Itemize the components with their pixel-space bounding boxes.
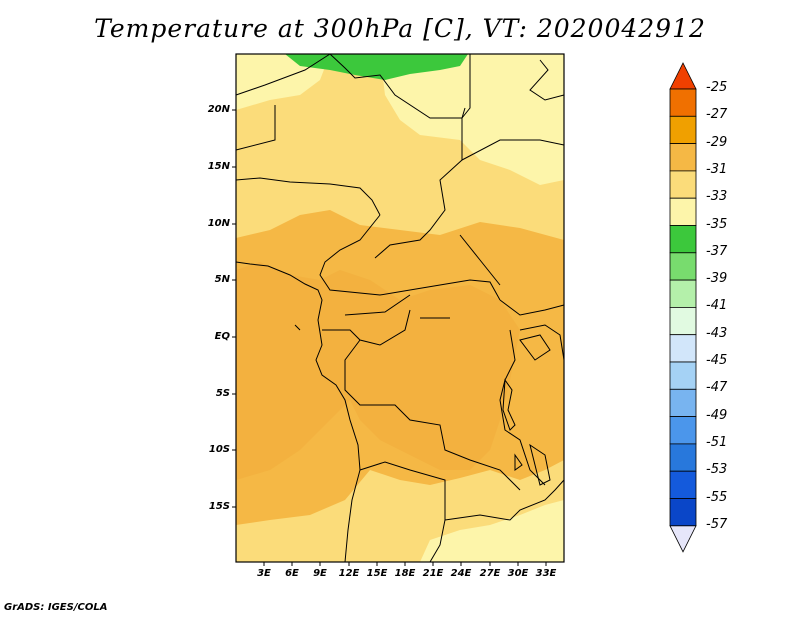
colorbar-label: -27 xyxy=(706,107,728,123)
chart-title: Temperature at 300hPa [C], VT: 202004291… xyxy=(94,14,706,43)
border-line-2 xyxy=(235,53,331,96)
colorbar-swatch xyxy=(669,170,697,199)
border-line-16 xyxy=(519,324,565,361)
lon-label-3e: 3E xyxy=(257,568,271,579)
border-line-12 xyxy=(344,339,521,491)
border-line-14 xyxy=(444,479,565,521)
map-frame xyxy=(235,53,565,563)
border-line-8 xyxy=(459,234,501,286)
border-line-17 xyxy=(529,59,565,101)
colorbar-swatch xyxy=(669,443,697,472)
lon-ticks xyxy=(263,562,547,566)
field-band-northeast xyxy=(380,54,564,185)
lon-label-24e: 24E xyxy=(450,568,472,579)
lake-outline-1 xyxy=(502,378,516,431)
colorbar-swatch xyxy=(669,334,697,363)
lat-label-15s: 15S xyxy=(208,501,230,512)
field-cold-patch xyxy=(285,54,468,80)
colorbar-swatch xyxy=(669,225,697,254)
lat-label-5n: 5N xyxy=(214,274,230,285)
colorbar-swatch xyxy=(669,252,697,281)
lake-outline-4 xyxy=(514,453,523,471)
colorbar-label: -47 xyxy=(706,380,728,396)
colorbar-label: -37 xyxy=(706,243,728,259)
lon-label-30e: 30E xyxy=(507,568,529,579)
colorbar-label: -41 xyxy=(706,298,728,314)
colorbar-label: -33 xyxy=(706,189,728,205)
colorbar-label: -39 xyxy=(706,271,728,287)
colorbar-swatch xyxy=(669,470,697,499)
lon-label-18e: 18E xyxy=(394,568,416,579)
colorbar xyxy=(669,62,697,553)
lat-label-20n: 20N xyxy=(207,104,230,115)
lat-label-10n: 10N xyxy=(207,218,230,229)
border-line-6 xyxy=(461,139,565,161)
grads-credit: GrADS: IGES/COLA xyxy=(4,602,108,613)
colorbar-swatch xyxy=(669,416,697,445)
border-line-3 xyxy=(235,105,276,151)
colorbar-label: -49 xyxy=(706,407,728,423)
field-band-southeast xyxy=(420,500,564,562)
colorbar-label: -51 xyxy=(706,434,728,450)
colorbar-swatch xyxy=(669,88,697,117)
colorbar-swatch xyxy=(669,197,697,226)
border-line-9 xyxy=(499,299,565,316)
temperature-field xyxy=(236,54,564,562)
lon-label-9e: 9E xyxy=(313,568,327,579)
colorbar-swatch xyxy=(669,115,697,145)
colorbar-swatch xyxy=(669,306,697,336)
lake-outline-3 xyxy=(529,443,551,486)
colorbar-swatch xyxy=(669,279,697,308)
colorbar-label: -43 xyxy=(706,325,728,341)
border-line-13 xyxy=(359,461,446,563)
lake-outline-6 xyxy=(294,324,301,331)
lat-label-eq: EQ xyxy=(214,331,230,342)
colorbar-swatch xyxy=(669,361,697,390)
border-line-5 xyxy=(374,54,471,259)
colorbar-label: -29 xyxy=(706,134,728,150)
colorbar-label: -53 xyxy=(706,462,728,478)
colorbar-label: -57 xyxy=(706,516,728,532)
lat-label-10s: 10S xyxy=(208,444,230,455)
lat-label-15n: 15N xyxy=(207,161,230,172)
lon-label-15e: 15E xyxy=(366,568,388,579)
colorbar-bottom-arrow xyxy=(669,525,697,553)
colorbar-label: -25 xyxy=(706,80,728,95)
border-line-10 xyxy=(344,294,411,316)
lon-label-12e: 12E xyxy=(338,568,360,579)
colorbar-swatch xyxy=(669,143,697,172)
colorbar-label: -55 xyxy=(706,489,728,505)
colorbar-label: -31 xyxy=(706,161,728,177)
colorbar-swatch xyxy=(669,498,697,527)
colorbar-top-arrow xyxy=(669,62,697,90)
border-line-11 xyxy=(322,309,411,346)
lon-label-33e: 33E xyxy=(535,568,557,579)
colorbar-label: -45 xyxy=(706,353,728,368)
border-line-4 xyxy=(235,177,381,216)
country-borders xyxy=(235,53,565,563)
border-line-1 xyxy=(329,53,466,119)
colorbar-label: -35 xyxy=(706,216,728,232)
field-band-northwest xyxy=(236,54,330,110)
lat-label-5s: 5S xyxy=(215,388,230,399)
lat-ticks xyxy=(232,109,236,508)
lon-label-27e: 27E xyxy=(479,568,501,579)
border-line-15 xyxy=(499,329,546,486)
lon-label-21e: 21E xyxy=(422,568,444,579)
colorbar-swatch xyxy=(669,388,697,417)
lon-label-6e: 6E xyxy=(285,568,299,579)
lake-outline-2 xyxy=(519,334,551,361)
border-line-7 xyxy=(319,214,501,301)
field-band-central xyxy=(236,262,520,480)
